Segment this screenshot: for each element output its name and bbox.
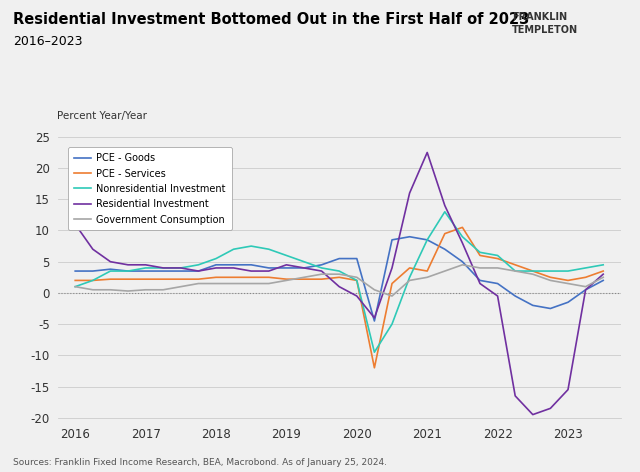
Text: FRANKLIN
TEMPLETON: FRANKLIN TEMPLETON: [512, 12, 578, 35]
Text: Residential Investment Bottomed Out in the First Half of 2023: Residential Investment Bottomed Out in t…: [13, 12, 529, 27]
Text: Percent Year/Year: Percent Year/Year: [57, 111, 147, 121]
Legend: PCE - Goods, PCE - Services, Nonresidential Investment, Residential Investment, : PCE - Goods, PCE - Services, Nonresident…: [68, 147, 232, 230]
Text: 2016–2023: 2016–2023: [13, 35, 83, 49]
Text: Sources: Franklin Fixed Income Research, BEA, Macrobond. As of January 25, 2024.: Sources: Franklin Fixed Income Research,…: [13, 458, 387, 467]
